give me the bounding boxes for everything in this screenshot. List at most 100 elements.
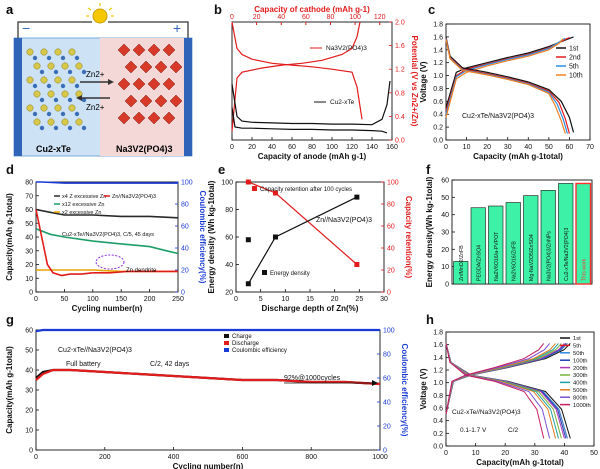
bar-label: Cu2-xTe/Na3V2(PO4)3 [564, 228, 570, 281]
cu-atom [60, 111, 66, 117]
y-right-tick-label: 20 [387, 268, 395, 275]
legend-label: 800th [573, 395, 588, 401]
y-right-tick-label: 0 [387, 290, 391, 297]
y-tick-label: 20 [225, 290, 233, 297]
te-atom [75, 118, 83, 126]
cathode-electrode [184, 38, 192, 156]
discharge-curve [445, 343, 545, 439]
y-tick-label: 30 [25, 388, 33, 395]
y-right-tick-label: 0 [383, 448, 387, 455]
legend-label: Discharge [232, 341, 260, 347]
y-right-tick-label: 1.6 [395, 43, 405, 50]
panel-letter: d [6, 162, 14, 177]
y-right-axis-label: Potential (V vs Zn2+/Zn) [410, 36, 419, 127]
x-axis-label: Capacity(mAh g-1total) [476, 458, 564, 467]
legend-label: 10th [569, 73, 583, 80]
y-right-axis-label: Capacity retention(%) [404, 196, 413, 279]
y-tick-label: 40 [441, 212, 449, 219]
cu-atom [32, 83, 38, 89]
x-tick-label: 20 [501, 450, 509, 457]
series-Na3V2(PO4)3 [231, 21, 363, 120]
y-right-tick-label: 2.0 [395, 20, 405, 27]
y-tick-label: 20 [441, 247, 449, 254]
panel-f: f 0 10 20 30 40 50 60 Energy density(Wh kg-1tota… [425, 162, 593, 289]
y-tick-label: 0.2 [433, 431, 443, 438]
series-Na3V2(PO4)3 [231, 21, 361, 132]
cu-atom [53, 125, 59, 131]
bar-label: This work [581, 258, 587, 281]
y-tick-label: 30 [25, 248, 33, 255]
x-tick-label: 100 [87, 296, 99, 303]
y-tick-label: 40 [225, 262, 233, 269]
x-tick-label: 0 [230, 144, 234, 151]
cu-atom [46, 111, 52, 117]
y-right-axis-label: Coulombic efficiency(%) [198, 191, 207, 284]
series-5th [445, 37, 566, 115]
x-top-tick-label: 100 [349, 14, 361, 21]
legend-swatch [262, 270, 267, 275]
annotation-label: Zn dendrite [126, 268, 157, 274]
y-right-tick-label: 0.4 [395, 114, 405, 121]
external-circuit-wire [17, 21, 189, 38]
vo6-polyhedron [162, 77, 176, 91]
panel-a: a − + Zn2+ Zn2+ Cu2-xTe Na3V2(PO4)3 [6, 2, 193, 157]
x-tick-label: 70 [586, 144, 594, 151]
bar-label: Mg-NaV2O5/ZnSO4 [529, 234, 535, 281]
legend-label: 50th [573, 351, 584, 357]
annotation-label: Cu2-xTe//Na3V2(PO4)3 [58, 347, 132, 354]
annotation-label: Full battery [66, 361, 101, 368]
y-tick-label: 0.2 [433, 125, 443, 132]
te-atom [54, 104, 62, 112]
te-atom [61, 62, 69, 70]
legend-label: Energy density [270, 271, 310, 277]
panel-c: c 0 10 20 30 40 50 60 70 0.0 0.2 0.4 0.6 0.8 1.0 1.2 1.4… [419, 2, 594, 161]
panel-letter: g [6, 312, 14, 327]
te-atom [54, 76, 62, 84]
cu-atom [74, 83, 80, 89]
x-tick-label: 20 [331, 296, 339, 303]
x-top-tick-label: 0 [230, 14, 234, 21]
te-atom [54, 48, 62, 56]
x-top-axis-label: Capacity of cathode (mAh g-1) [254, 5, 370, 14]
legend-label: 300th [573, 373, 588, 379]
legend-label: Zn//Na3V2(PO4)3 [112, 194, 156, 200]
y-tick-label: 1.6 [433, 342, 443, 349]
cu2te-crystal-lattice [26, 48, 87, 131]
cu-atom [39, 125, 45, 131]
cu-atom [74, 55, 80, 61]
panel-letter: f [426, 162, 431, 177]
panel-letter: b [214, 2, 222, 17]
vo6-polyhedron [169, 94, 183, 108]
x-tick-label: 15 [306, 296, 314, 303]
x-tick-label: 60 [288, 144, 296, 151]
y-right-tick-label: 100 [387, 180, 399, 187]
y-right-tick-label: 20 [181, 268, 189, 275]
cu-atom [39, 69, 45, 75]
x-tick-label: 120 [346, 144, 358, 151]
annotation-label: Cu2-xTe/Na3V2(PO4)3 [462, 113, 534, 120]
vo6-polyhedron [117, 77, 131, 91]
series-1st [445, 36, 575, 133]
cu-atom [32, 111, 38, 117]
legend-swatch [224, 341, 229, 345]
y-right-tick-label: 100 [181, 180, 193, 187]
data-marker [272, 190, 278, 196]
series-Zn//Na3V2(PO4)3 [35, 209, 93, 277]
y-right-tick-label: 40 [181, 246, 189, 253]
bar [575, 182, 592, 285]
bar-label: PEGDA/ZnSO4 [476, 245, 482, 281]
bar [523, 195, 539, 285]
x-top-tick-label: 60 [302, 14, 310, 21]
x-tick-label: 25 [355, 296, 363, 303]
x-tick-label: 30 [380, 296, 388, 303]
legend-label: 400th [573, 381, 588, 387]
y-right-tick-label: 0.8 [395, 90, 405, 97]
legend-label: x4 Z excessive Zn [62, 194, 106, 200]
y-tick-label: 40 [25, 368, 33, 375]
vo6-polyhedron [147, 77, 161, 91]
x-tick-label: 50 [545, 144, 553, 151]
x-tick-label: 250 [172, 296, 184, 303]
legend-label: 5th [569, 64, 579, 71]
y-tick-label: 40 [25, 235, 33, 242]
